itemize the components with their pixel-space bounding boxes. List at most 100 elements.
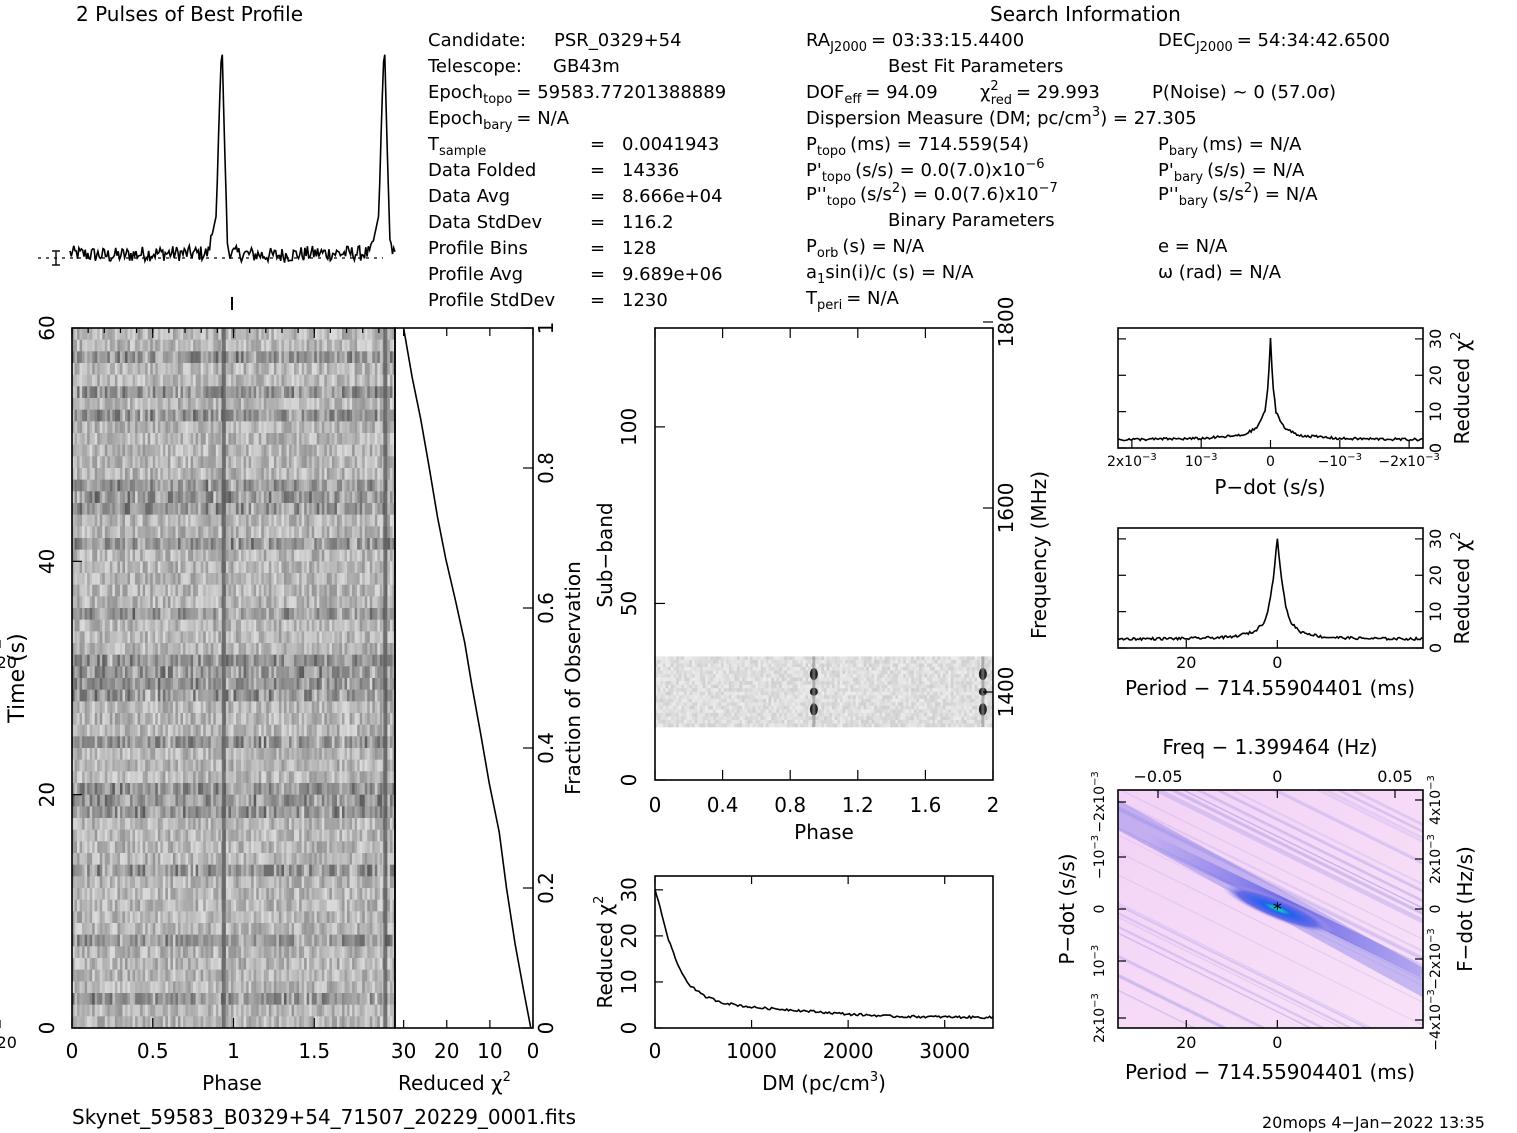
time-phase-cell: [314, 503, 318, 515]
time-phase-cell: [94, 339, 98, 352]
time-phase-cell: [124, 398, 128, 410]
time-phase-cell: [92, 771, 96, 784]
time-phase-cell: [296, 573, 300, 585]
time-phase-cell: [276, 339, 280, 352]
time-phase-cell: [114, 713, 118, 725]
time-phase-cell: [140, 328, 143, 340]
time-phase-cell: [79, 409, 83, 422]
time-phase-cell: [203, 479, 207, 492]
time-phase-cell: [195, 748, 199, 760]
time-phase-cell: [331, 526, 335, 539]
time-phase-cell: [205, 538, 209, 550]
time-phase-cell: [352, 619, 355, 632]
epoch-bary-line: Epochbary = N/A: [428, 108, 570, 133]
time-phase-cell: [266, 701, 270, 714]
time-phase-cell: [99, 748, 103, 760]
time-phase-cell: [357, 526, 360, 539]
time-phase-cell: [316, 549, 320, 562]
time-phase-cell: [387, 759, 391, 772]
time-phase-cell: [79, 549, 83, 562]
time-phase-cell: [372, 503, 376, 515]
time-phase-cell: [321, 526, 325, 539]
time-phase-cell: [195, 631, 199, 644]
time-phase-cell: [304, 631, 307, 644]
time-phase-cell: [193, 573, 196, 585]
time-phase-cell: [205, 573, 209, 585]
time-phase-cell: [344, 409, 348, 422]
time-phase-cell: [238, 526, 242, 539]
time-phase-cell: [203, 398, 207, 410]
time-phase-cell: [147, 724, 151, 737]
time-phase-cell: [157, 503, 161, 515]
time-phase-cell: [82, 538, 85, 550]
time-phase-cell: [89, 748, 93, 760]
time-phase-cell: [172, 724, 176, 737]
time-phase-cell: [334, 339, 338, 352]
time-phase-cell: [299, 748, 302, 760]
time-phase-cell: [263, 584, 267, 597]
time-phase-cell: [273, 689, 277, 702]
time-phase-cell: [104, 759, 108, 772]
time-phase-cell: [301, 386, 305, 399]
time-phase-cell: [104, 666, 108, 679]
time-phase-cell: [261, 736, 265, 749]
time-phase-cell: [311, 596, 315, 609]
time-phase-cell: [372, 444, 376, 457]
time-phase-cell: [132, 759, 136, 772]
time-phase-cell: [97, 374, 101, 387]
time-phase-cell: [367, 339, 371, 352]
time-phase-cell: [142, 514, 146, 527]
time-phase-cell: [248, 491, 252, 504]
time-phase-cell: [127, 479, 131, 492]
time-phase-cell: [124, 596, 128, 609]
time-phase-cell: [112, 433, 116, 445]
time-phase-cell: [271, 374, 275, 387]
time-phase-cell: [230, 654, 234, 667]
time-phase-cell: [89, 608, 93, 620]
time-phase-cell: [286, 363, 290, 375]
time-phase-cell: [180, 398, 184, 410]
time-phase-cell: [102, 339, 106, 352]
time-phase-cell: [172, 479, 176, 492]
time-phase-cell: [130, 433, 133, 445]
time-phase-cell: [117, 713, 121, 725]
time-phase-cell: [347, 724, 350, 737]
time-phase-cell: [225, 421, 229, 434]
time-phase-cell: [213, 608, 217, 620]
time-phase-cell: [271, 479, 275, 492]
time-phase-cell: [324, 491, 328, 504]
time-phase-cell: [276, 386, 280, 399]
time-phase-cell: [215, 386, 219, 399]
time-phase-cell: [205, 643, 209, 655]
time-phase-cell: [122, 363, 126, 375]
time-phase-cell: [177, 491, 181, 504]
time-phase-cell: [238, 573, 242, 585]
time-phase-cell: [145, 584, 148, 597]
time-phase-cell: [185, 503, 189, 515]
time-phase-cell: [316, 596, 320, 609]
time-phase-cell: [286, 619, 290, 632]
time-phase-cell: [321, 538, 325, 550]
time-phase-cell: [130, 689, 133, 702]
time-phase-cell: [167, 491, 171, 504]
time-phase-cell: [228, 456, 232, 469]
time-phase-cell: [165, 398, 169, 410]
time-phase-cell: [357, 363, 360, 375]
time-phase-cell: [326, 444, 330, 457]
time-phase-cell: [316, 409, 320, 422]
time-phase-cell: [170, 339, 174, 352]
time-phase-cell: [344, 444, 348, 457]
time-phase-cell: [84, 421, 88, 434]
time-phase-cell: [253, 631, 257, 644]
time-phase-cell: [258, 339, 262, 352]
time-phase-cell: [316, 468, 320, 480]
time-phase-cell: [122, 631, 126, 644]
time-phase-cell: [228, 596, 232, 609]
time-phase-cell: [364, 503, 368, 515]
time-phase-cell: [104, 573, 108, 585]
time-phase-cell: [331, 433, 335, 445]
time-phase-cell: [309, 619, 313, 632]
time-phase-cell: [94, 666, 98, 679]
time-phase-cell: [228, 503, 232, 515]
time-phase-cell: [369, 339, 373, 352]
